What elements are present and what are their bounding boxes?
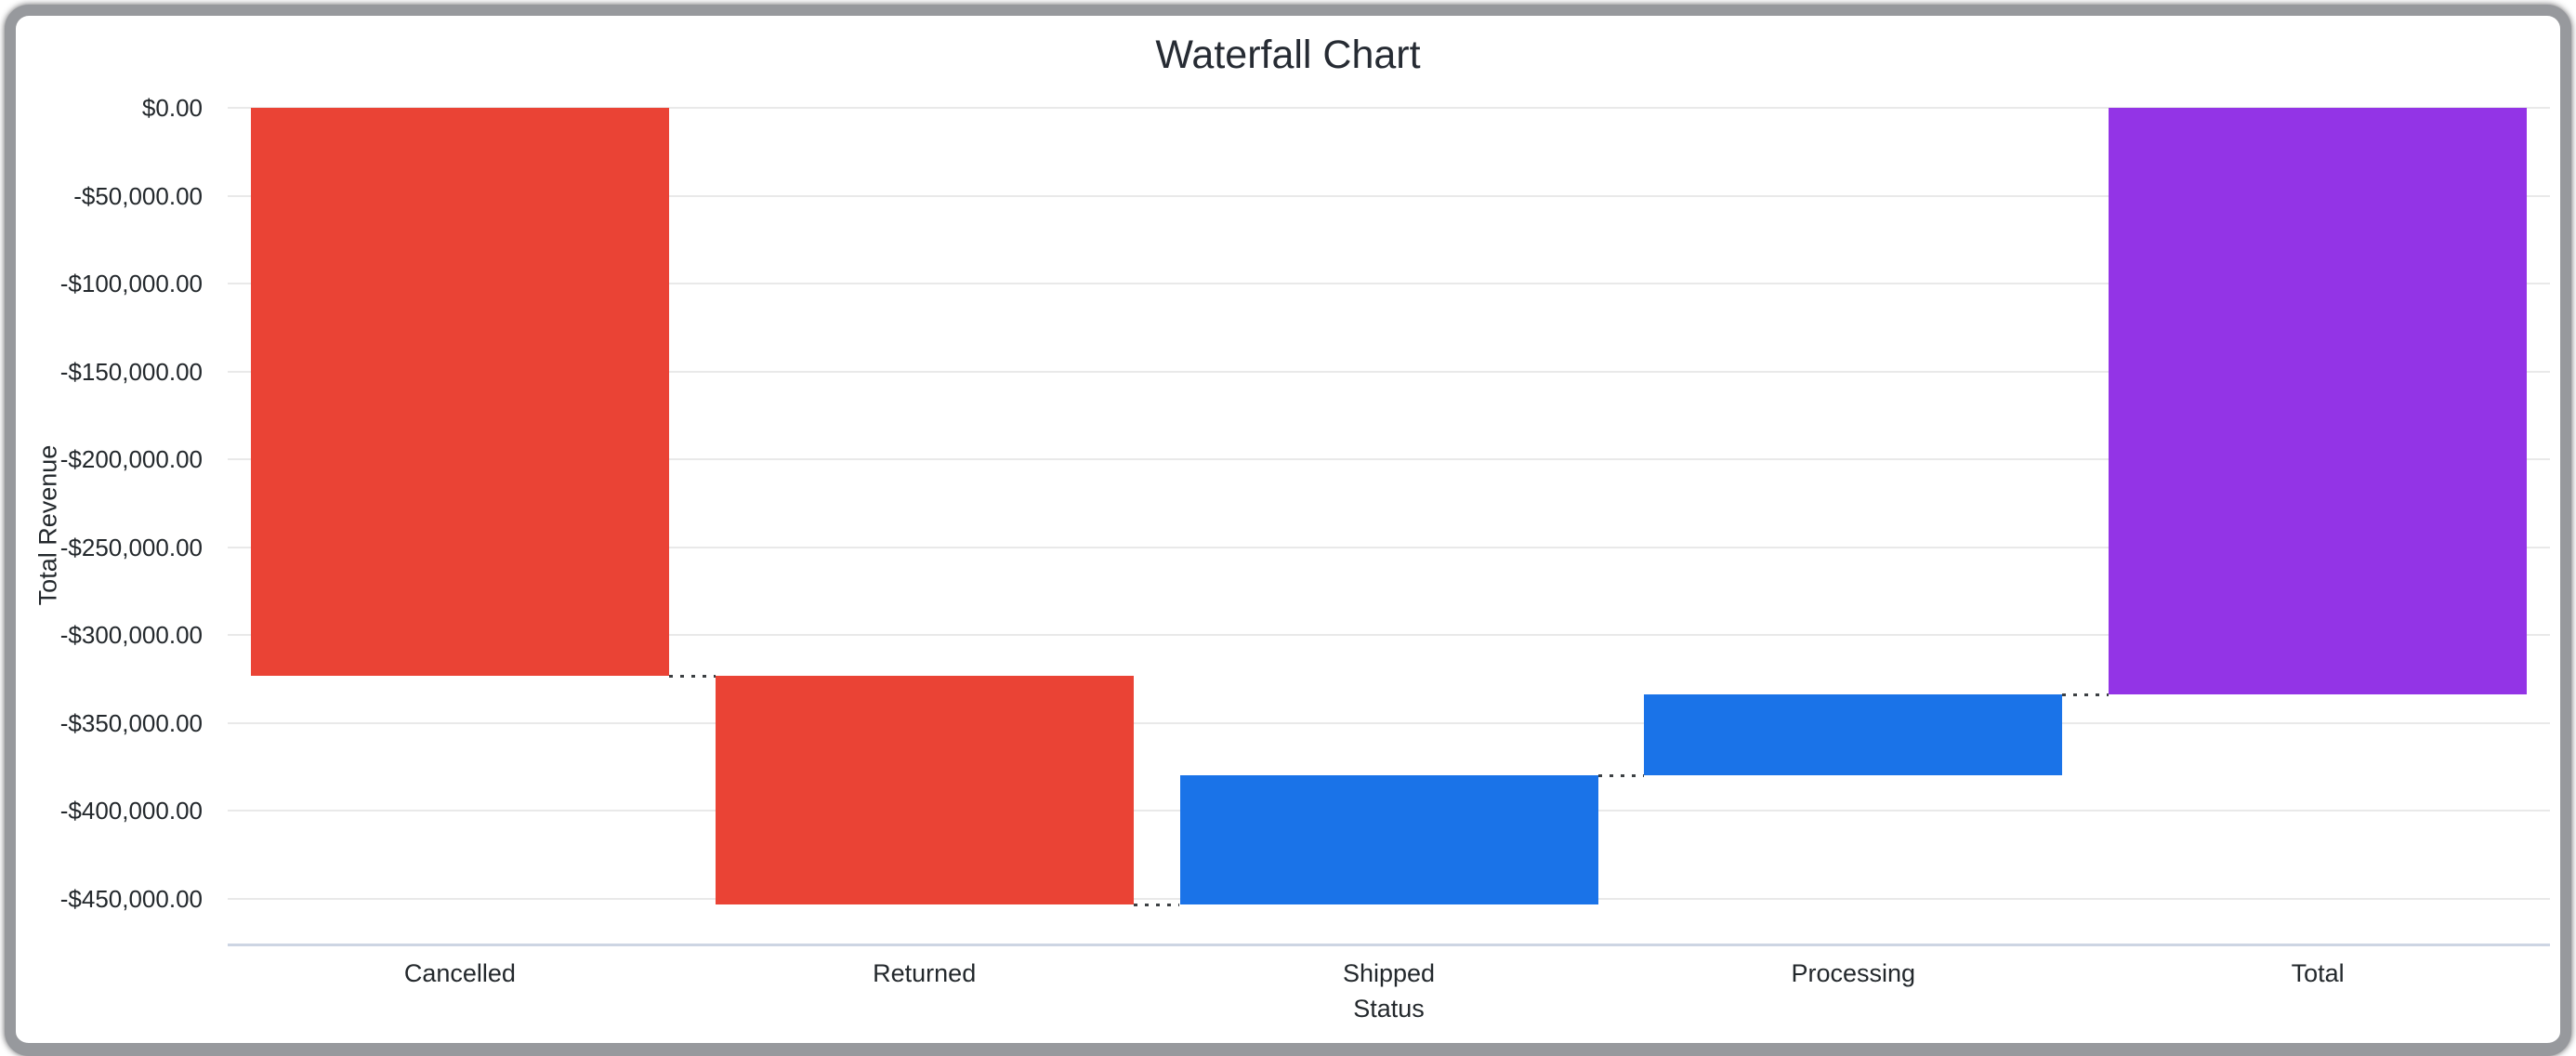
gridline bbox=[228, 283, 2550, 285]
y-axis-tick-label: -$350,000.00 bbox=[59, 708, 203, 737]
waterfall-connector bbox=[668, 674, 716, 678]
bar-shipped[interactable] bbox=[1179, 774, 1598, 904]
x-axis-label-cancelled: Cancelled bbox=[403, 959, 516, 987]
x-axis-label-shipped: Shipped bbox=[1342, 959, 1436, 987]
bar-processing[interactable] bbox=[1644, 694, 2063, 775]
gridline bbox=[228, 546, 2550, 548]
bar-returned[interactable] bbox=[715, 675, 1134, 904]
gridline bbox=[228, 721, 2550, 724]
y-axis-tick-label: -$450,000.00 bbox=[59, 885, 203, 913]
gridline bbox=[228, 370, 2550, 373]
x-axis-label-returned: Returned bbox=[873, 959, 977, 987]
x-axis-title: Status bbox=[1353, 995, 1425, 1023]
gridline bbox=[228, 634, 2550, 637]
y-axis-tick-label: -$100,000.00 bbox=[59, 270, 203, 298]
bar-total[interactable] bbox=[2109, 108, 2528, 695]
gridline bbox=[228, 107, 2550, 109]
bar-cancelled[interactable] bbox=[250, 108, 669, 676]
y-axis-tick-label: -$50,000.00 bbox=[73, 181, 203, 210]
y-axis-tick-label: -$250,000.00 bbox=[59, 533, 203, 561]
gridline bbox=[228, 458, 2550, 461]
x-axis-label-total: Total bbox=[2291, 959, 2345, 987]
gridline bbox=[228, 194, 2550, 197]
x-axis-label-processing: Processing bbox=[1791, 959, 1916, 987]
x-axis-line bbox=[228, 944, 2550, 946]
waterfall-connector bbox=[2062, 693, 2109, 697]
y-axis-tick-label: -$200,000.00 bbox=[59, 445, 203, 474]
y-axis-tick-label: -$400,000.00 bbox=[59, 797, 203, 825]
y-axis-tick-label: -$300,000.00 bbox=[59, 621, 203, 650]
y-axis-tick-label: $0.00 bbox=[141, 94, 203, 122]
y-axis-tick-label: -$150,000.00 bbox=[59, 357, 203, 386]
chart-title: Waterfall Chart bbox=[1155, 33, 1421, 77]
waterfall-connector bbox=[1133, 903, 1180, 906]
waterfall-connector bbox=[1597, 773, 1645, 777]
